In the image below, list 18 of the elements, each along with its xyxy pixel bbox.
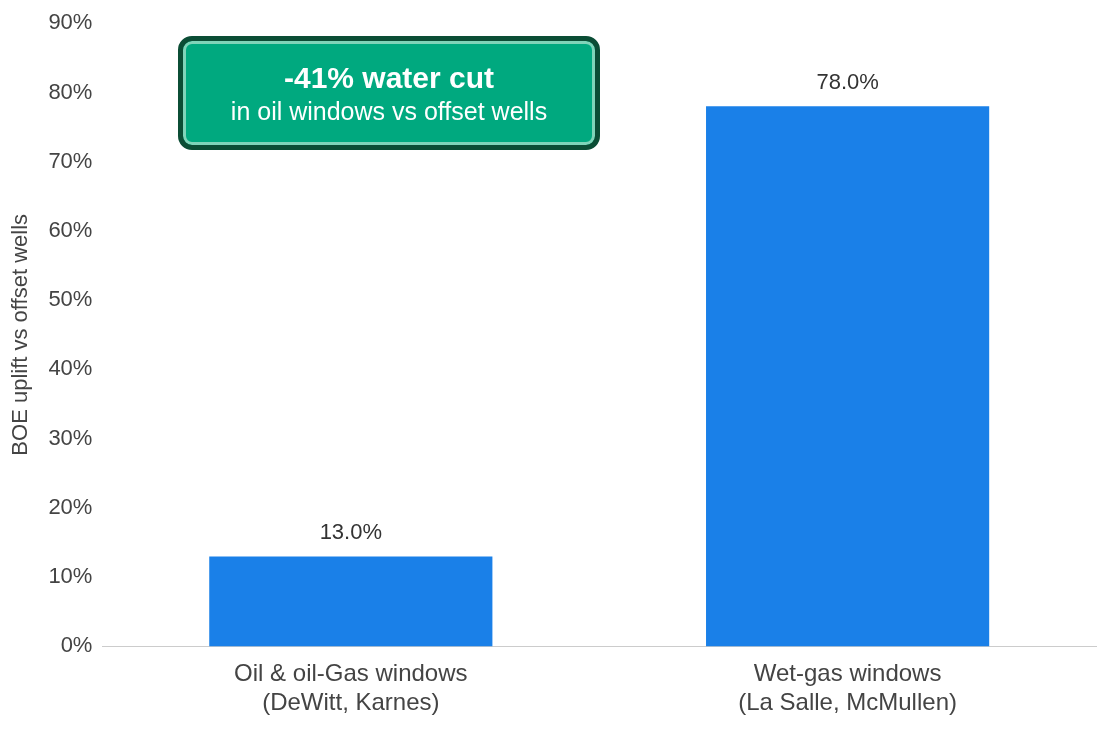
annotation: in oil windows vs offset wells — [229, 96, 549, 126]
y-tick-label: 0% — [60, 632, 93, 658]
data-label: 13.0% — [319, 519, 383, 545]
callout-box: -41% water cut in oil windows vs offset wells — [178, 36, 600, 150]
y-tick-label: 60% — [48, 217, 93, 242]
y-tick-label: 50% — [48, 286, 93, 312]
y-tick-label: 30% — [48, 424, 93, 450]
x-tick-label: Wet-gas windows (La Salle, McMullen) — [738, 659, 957, 716]
x-tick-label: Oil & oil-Gas windows (DeWitt, Karnes) — [234, 659, 468, 716]
y-tick-label: 20% — [48, 493, 93, 519]
y-tick-label: 80% — [48, 78, 93, 104]
y-tick-label: 40% — [48, 355, 93, 381]
y-tick-label: 70% — [48, 147, 93, 173]
data-label: 78.0% — [816, 69, 879, 95]
y-tick-label: 90% — [48, 9, 93, 35]
annotation: -41% water cut — [282, 60, 496, 95]
y-axis-title: BOE uplift vs offset wells — [7, 213, 33, 456]
y-tick-label: 10% — [48, 563, 93, 589]
